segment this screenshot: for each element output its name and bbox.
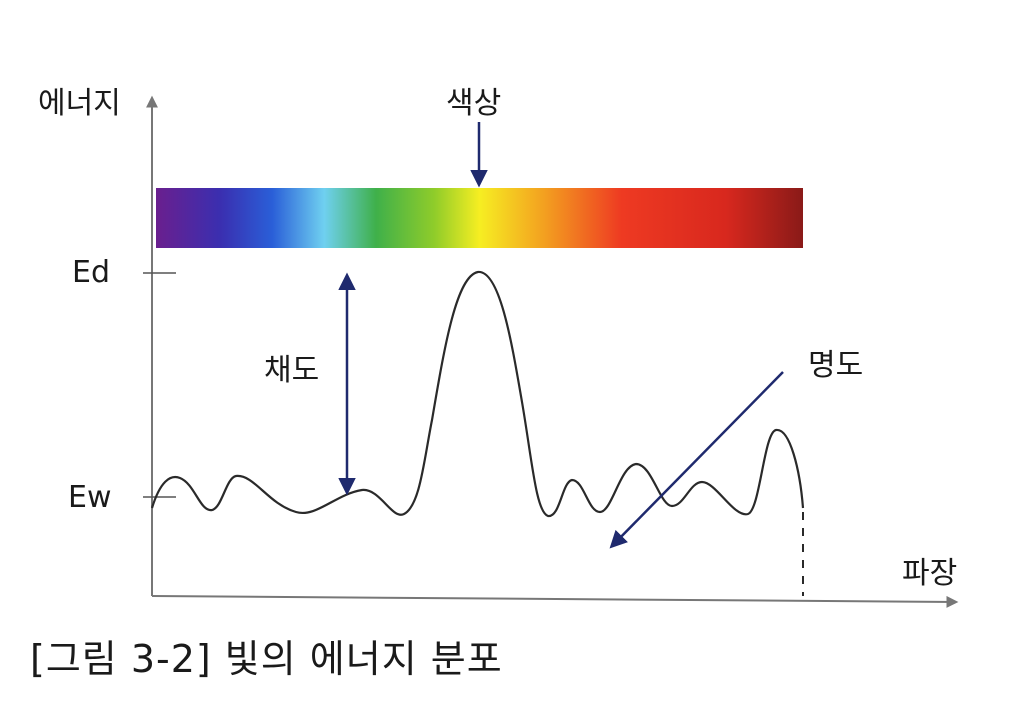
- tick-label-ed: Ed: [72, 255, 110, 290]
- hue-label: 색상: [446, 86, 502, 121]
- brightness-label: 명도: [808, 348, 864, 383]
- y-axis-label: 에너지: [38, 86, 121, 121]
- spectrum-bar: [156, 188, 803, 248]
- x-axis: [151, 595, 959, 608]
- tick-label-ew: Ew: [68, 480, 112, 515]
- saturation-label: 채도: [264, 353, 320, 388]
- figure-caption: [그림 3-2] 빛의 에너지 분포: [30, 637, 503, 681]
- energy-curve: [150, 270, 805, 518]
- brightness-arrow: [609, 371, 784, 549]
- x-axis-label: 파장: [902, 556, 958, 591]
